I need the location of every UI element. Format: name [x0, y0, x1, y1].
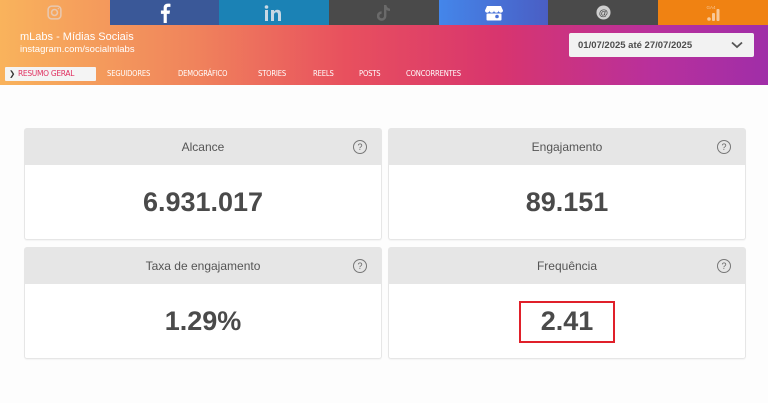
card-value-container: 2.41 [389, 284, 745, 359]
date-range-value: 01/07/2025 até 27/07/2025 [578, 39, 693, 51]
card-title: Engajamento [531, 140, 603, 154]
social-tab-google-business[interactable] [438, 0, 549, 25]
ga4-icon: GA4 [706, 5, 720, 21]
card-header: Alcance ? [25, 129, 381, 165]
threads-icon: @ [596, 5, 611, 20]
tab-posts[interactable]: POSTS [358, 69, 381, 78]
card-header: Frequência ? [389, 248, 745, 284]
tab-demografico[interactable]: DEMOGRÁFICO [177, 69, 228, 78]
tab-concorrentes[interactable]: CONCORRENTES [406, 69, 461, 78]
metric-card-taxa-engajamento: Taxa de engajamento ? 1.29% [24, 247, 382, 359]
metric-card-frequencia: Frequência ? 2.41 [388, 247, 746, 359]
store-icon [484, 5, 503, 20]
tiktok-icon [376, 4, 390, 21]
card-header: Taxa de engajamento ? [25, 248, 381, 284]
svg-text:GA4: GA4 [706, 5, 716, 10]
tab-stories[interactable]: STORIES [257, 69, 286, 78]
profile-url: instagram.com/socialmlabs [20, 44, 135, 55]
social-network-bar: @ GA4 [0, 0, 768, 25]
profile-name: mLabs - Mídias Sociais [20, 31, 134, 43]
card-title: Frequência [536, 259, 598, 273]
social-tab-linkedin[interactable] [219, 0, 330, 25]
social-tab-instagram[interactable] [0, 0, 110, 25]
social-tab-tiktok[interactable] [329, 0, 439, 25]
metric-card-engajamento: Engajamento ? 89.151 [388, 128, 746, 240]
tab-resumo-geral[interactable]: ❯ RESUMO GERAL [5, 67, 96, 81]
social-tab-threads[interactable]: @ [548, 0, 659, 25]
social-tab-facebook[interactable] [109, 0, 220, 25]
chevron-down-icon [731, 41, 743, 49]
help-icon[interactable]: ? [353, 140, 367, 154]
tab-reels[interactable]: REELS [312, 69, 334, 78]
card-title: Taxa de engajamento [145, 259, 261, 273]
metric-card-alcance: Alcance ? 6.931.017 [24, 128, 382, 240]
instagram-icon [47, 5, 62, 20]
svg-text:@: @ [599, 8, 608, 18]
help-icon[interactable]: ? [717, 140, 731, 154]
help-icon[interactable]: ? [717, 259, 731, 273]
header: @ GA4 mLabs - Mídias Sociais instagram.c… [0, 0, 768, 85]
chevron-right-icon: ❯ [9, 69, 15, 78]
date-range-picker[interactable]: 01/07/2025 até 27/07/2025 [569, 33, 754, 57]
profile-info: mLabs - Mídias Sociais instagram.com/soc… [20, 31, 135, 55]
tab-seguidores[interactable]: SEGUIDORES [107, 69, 151, 78]
help-icon[interactable]: ? [353, 259, 367, 273]
report-tabs: ❯ RESUMO GERAL SEGUIDORES DEMOGRÁFICO STO… [5, 67, 486, 81]
social-tab-ga4[interactable]: GA4 [658, 0, 768, 25]
card-value: 6.931.017 [142, 187, 264, 217]
card-value: 89.151 [525, 187, 609, 217]
linkedin-icon [264, 4, 282, 21]
card-header: Engajamento ? [389, 129, 745, 165]
highlighted-value: 2.41 [518, 300, 616, 343]
card-value: 1.29% [164, 306, 242, 336]
card-title: Alcance [181, 140, 225, 154]
facebook-icon [160, 3, 170, 23]
